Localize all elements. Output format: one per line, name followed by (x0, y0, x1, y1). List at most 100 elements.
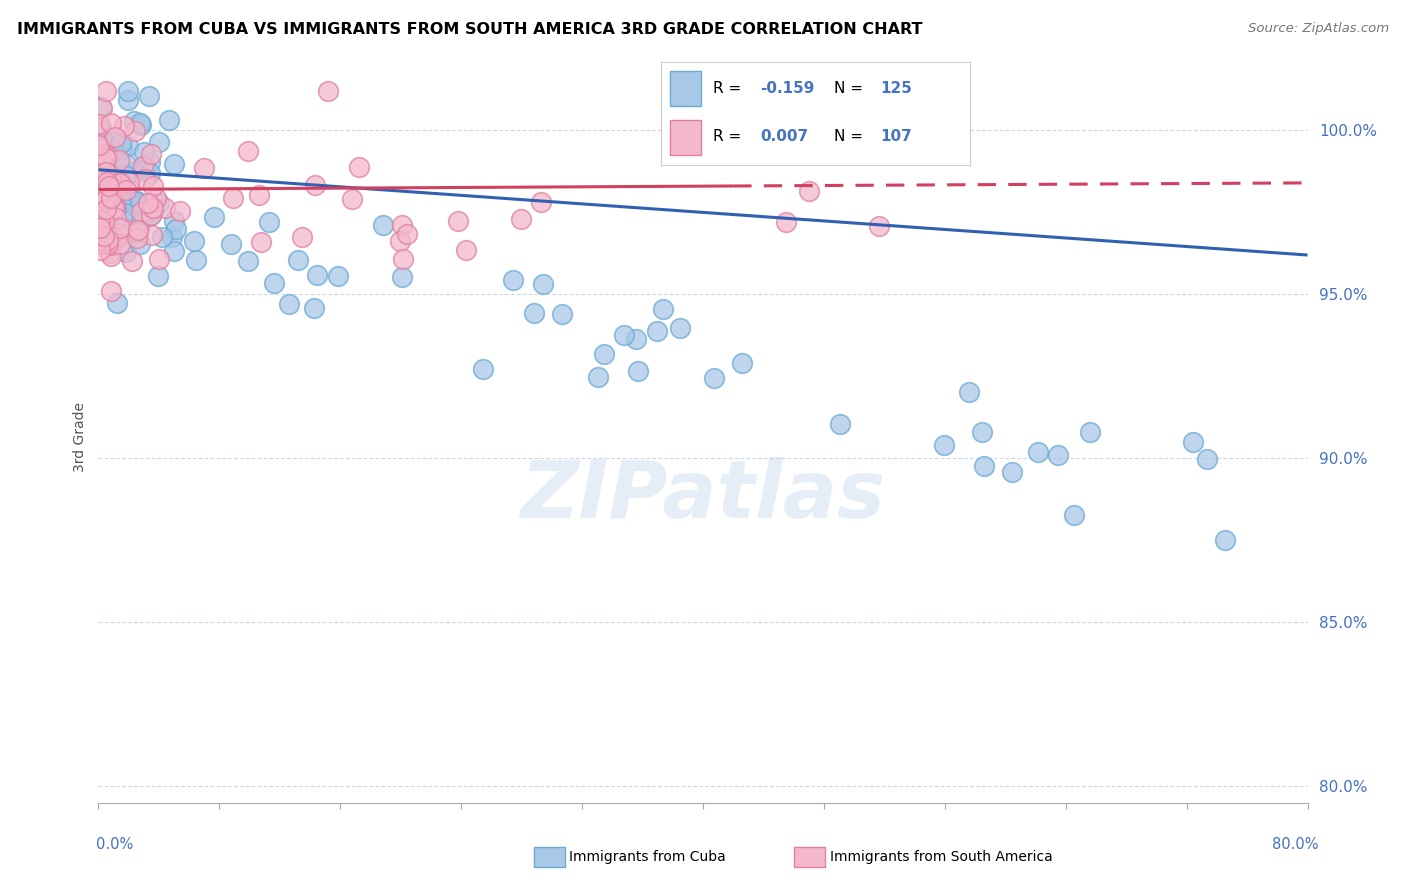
Point (1026, 445, 1049, 459)
Point (111, 143, 134, 157)
Point (100, 225, 122, 239)
Point (731, 356, 754, 370)
Point (118, 176, 141, 190)
Point (108, 178, 131, 193)
Point (142, 201, 165, 215)
Point (139, 147, 162, 161)
Point (586, 370, 609, 384)
Point (101, 211, 124, 225)
Point (121, 253, 143, 268)
Point (103, 201, 125, 215)
Point (165, 222, 187, 236)
Point (624, 332, 647, 346)
Point (91, 155, 114, 169)
Text: 80.0%: 80.0% (1272, 837, 1319, 852)
Point (108, 226, 131, 240)
Point (531, 277, 554, 291)
Point (128, 116, 150, 130)
Point (395, 227, 418, 241)
Point (391, 270, 413, 285)
Point (163, 244, 186, 258)
Point (96, 137, 118, 152)
Point (316, 84, 339, 98)
Point (184, 252, 207, 267)
Point (124, 124, 146, 138)
Point (138, 155, 160, 169)
Point (703, 370, 725, 384)
Point (89, 146, 111, 161)
Point (257, 215, 280, 229)
Point (89, 150, 111, 164)
Point (328, 268, 350, 283)
Point (100, 250, 122, 264)
Point (111, 194, 134, 208)
Point (94, 192, 117, 206)
Point (118, 202, 141, 216)
Text: Immigrants from South America: Immigrants from South America (830, 850, 1052, 864)
Point (456, 244, 478, 258)
Text: N =: N = (834, 80, 868, 95)
Point (105, 178, 128, 193)
Point (91, 231, 114, 245)
Point (96, 188, 118, 202)
Point (236, 144, 259, 158)
Point (247, 187, 270, 202)
Point (117, 93, 139, 107)
Point (973, 458, 995, 473)
Text: R =: R = (713, 80, 747, 95)
Point (93, 192, 115, 206)
Point (125, 200, 148, 214)
Point (392, 252, 415, 266)
Text: -0.159: -0.159 (759, 80, 814, 95)
Point (169, 204, 191, 219)
Point (613, 328, 636, 343)
Point (108, 220, 131, 235)
Point (593, 347, 616, 361)
Point (118, 192, 141, 206)
Point (148, 195, 170, 210)
Point (163, 213, 186, 227)
Point (122, 114, 145, 128)
Point (127, 230, 149, 244)
Point (89, 120, 111, 134)
Point (108, 176, 131, 190)
Point (108, 229, 131, 244)
Point (94, 220, 117, 235)
Point (551, 307, 574, 321)
Point (125, 194, 148, 209)
Point (91, 165, 114, 179)
Point (830, 417, 852, 432)
Point (138, 88, 160, 103)
Point (93, 215, 115, 229)
Bar (671, 70, 702, 105)
Text: 0.0%: 0.0% (96, 837, 132, 852)
Point (103, 145, 125, 159)
Point (93, 159, 115, 173)
Point (932, 438, 955, 452)
Point (93, 236, 115, 251)
Point (100, 202, 122, 216)
Point (89, 136, 111, 151)
Point (142, 179, 165, 194)
Point (90, 221, 112, 235)
Point (141, 228, 163, 243)
Point (89, 235, 111, 250)
Text: ZIPatlas: ZIPatlas (520, 457, 886, 534)
Point (447, 214, 470, 228)
Point (89, 137, 111, 152)
Point (868, 219, 890, 233)
Point (124, 165, 146, 179)
Point (103, 187, 125, 202)
Point (93, 173, 115, 187)
Point (129, 215, 152, 229)
Point (105, 202, 128, 216)
Point (134, 145, 156, 160)
Point (96, 164, 118, 178)
Point (89, 197, 111, 211)
Point (160, 230, 183, 244)
Point (107, 295, 129, 310)
Point (307, 268, 329, 282)
Point (90, 215, 112, 229)
Point (129, 236, 152, 251)
Point (193, 161, 215, 175)
